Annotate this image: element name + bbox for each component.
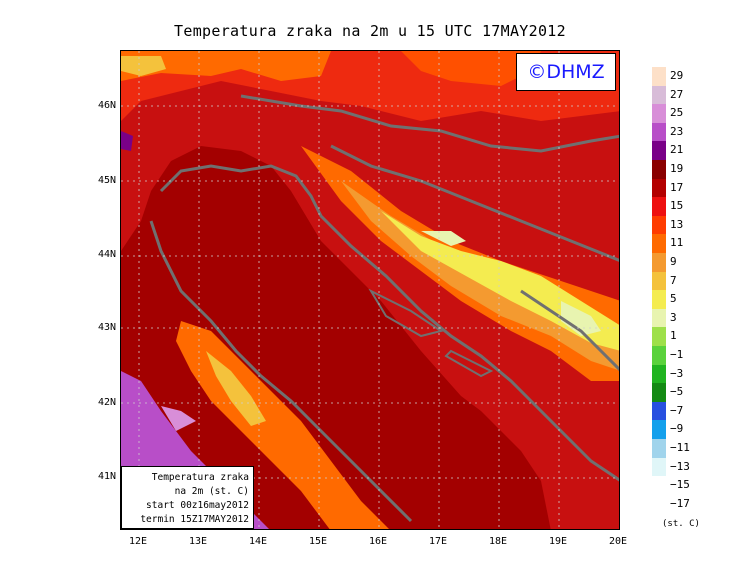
legend-swatch: [652, 364, 666, 384]
legend-label: 21: [670, 143, 684, 157]
longitude-label: 16E: [368, 536, 388, 547]
legend-swatch: [652, 457, 666, 477]
longitude-label: 14E: [248, 536, 268, 547]
apennine-yellow: [206, 351, 266, 426]
latitude-label: 44N: [97, 249, 116, 260]
tyrrhenian-lilac: [161, 406, 196, 431]
island-2: [444, 349, 494, 378]
border-bih: [330, 144, 619, 262]
map-info-box: Temperatura zraka na 2m (st. C) start 00…: [121, 466, 254, 529]
legend-swatch: [652, 346, 666, 365]
longitude-label: 19E: [548, 536, 568, 547]
dinaric-pale-2: [561, 301, 601, 336]
info-line-start: start 00z16may2012: [146, 500, 249, 511]
map-title: Temperatura zraka na 2m u 15 UTC 17MAY20…: [174, 22, 566, 40]
dinaric-pale: [421, 231, 466, 246]
longitude-label: 17E: [428, 536, 448, 547]
legend-swatch: [652, 290, 666, 309]
legend-swatch: [652, 271, 666, 291]
info-line-units: na 2m (st. C): [174, 486, 249, 497]
legend-label: 5: [670, 292, 677, 306]
legend-swatch: [652, 215, 666, 235]
info-line-termin: termin 15Z17MAY2012: [140, 514, 249, 525]
legend-label: −11: [670, 441, 690, 454]
legend-swatch: [652, 160, 666, 179]
legend-unit: (st. C): [662, 519, 700, 529]
legend-label: 11: [670, 236, 684, 250]
legend-label: 9: [670, 255, 677, 268]
legend-label: 25: [670, 106, 684, 120]
legend-label: 3: [670, 310, 677, 324]
orange-northeast: [401, 51, 541, 86]
legend-label: −1: [670, 348, 684, 361]
longitude-label: 18E: [488, 536, 508, 547]
yellow-north: [121, 56, 166, 76]
border-north: [240, 94, 619, 153]
latitude-label: 43N: [97, 322, 116, 333]
coastline-east: [159, 164, 619, 482]
longitude-label: 13E: [188, 536, 208, 547]
island-1: [368, 288, 444, 338]
dhmz-logo: ©DHMZ: [516, 53, 616, 91]
legend-label: 13: [670, 217, 684, 231]
temperature-field: [121, 51, 619, 529]
legend-label: 1: [670, 329, 677, 343]
latitude-label: 42N: [97, 397, 116, 408]
legend-swatch: [652, 439, 666, 458]
legend-swatch: [652, 67, 666, 86]
legend-swatch: [652, 253, 666, 272]
legend-label: −15: [670, 478, 690, 492]
legend-label: 27: [670, 87, 684, 101]
temperature-map: [120, 50, 620, 530]
legend-swatch: [652, 85, 666, 105]
legend-label: 19: [670, 162, 684, 175]
legend-swatch: [652, 327, 666, 346]
longitude-label: 20E: [608, 536, 628, 547]
legend-swatch: [652, 234, 666, 253]
legend-label: −5: [670, 385, 684, 399]
legend-swatch: [652, 104, 666, 123]
legend-label: −9: [670, 422, 684, 436]
legend-label: 29: [670, 69, 684, 82]
longitude-label: 12E: [128, 536, 148, 547]
legend-label: −7: [670, 403, 684, 417]
orange-north: [121, 51, 331, 81]
legend-swatch: [652, 197, 666, 216]
legend-label: 23: [670, 124, 684, 138]
border-south: [520, 289, 619, 372]
legend-label: 17: [670, 180, 684, 194]
legend-label: 15: [670, 199, 684, 213]
latitude-label: 41N: [97, 471, 116, 482]
coastline-italy: [149, 220, 413, 523]
longitude-label: 15E: [308, 536, 328, 547]
legend-label: −13: [670, 459, 690, 473]
legend-label: −3: [670, 366, 684, 380]
legend-swatch: [652, 420, 666, 439]
purple-spot: [121, 131, 133, 151]
legend-swatch: [652, 178, 666, 198]
info-line-variable: Temperatura zraka: [151, 472, 249, 483]
legend-swatch: [652, 122, 666, 142]
legend-label: 7: [670, 273, 677, 287]
graticule: [121, 51, 619, 529]
legend-swatch: [652, 308, 666, 328]
latitude-label: 46N: [97, 100, 116, 111]
legend-swatch: [652, 141, 666, 160]
legend-swatch: [652, 401, 666, 421]
legend-label: −17: [670, 496, 690, 510]
latitude-label: 45N: [97, 175, 116, 186]
legend-swatch: [652, 383, 666, 402]
